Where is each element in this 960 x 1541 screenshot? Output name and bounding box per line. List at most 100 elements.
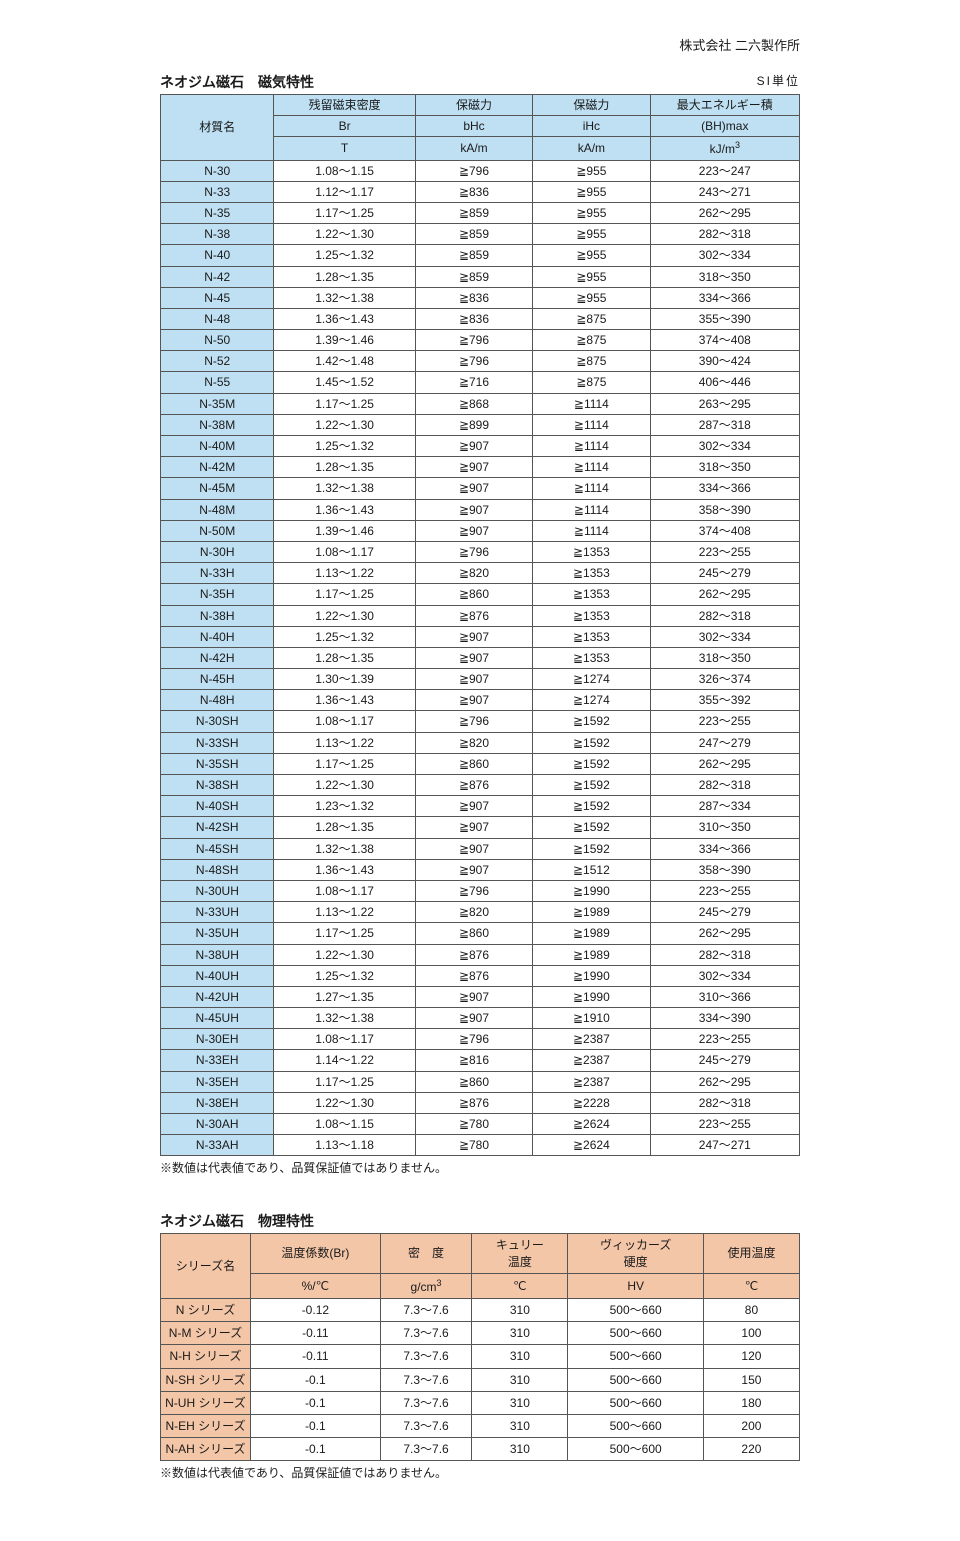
usetemp-cell: 100 [703,1322,799,1345]
bh-cell: 302～334 [650,965,799,986]
table2-title: ネオジム磁石 物理特性 [160,1211,800,1231]
curie-cell: 310 [472,1345,568,1368]
ihc-cell: ≧1910 [533,1008,650,1029]
br-cell: 1.08～1.15 [274,160,415,181]
bhc-cell: ≧820 [415,902,532,923]
table-row: N-33EH1.14～1.22≧816≧2387245～279 [161,1050,800,1071]
ihc-cell: ≧1353 [533,626,650,647]
br-cell: 1.36～1.43 [274,859,415,880]
usetemp-cell: 180 [703,1391,799,1414]
material-cell: N-48SH [161,859,274,880]
bhc-cell: ≧796 [415,351,532,372]
bh-cell: 245～279 [650,902,799,923]
density-cell: 7.3～7.6 [380,1368,472,1391]
curie-cell: 310 [472,1414,568,1437]
bh-cell: 287～334 [650,796,799,817]
bh-cell: 302～334 [650,436,799,457]
table-row: N-42H1.28～1.35≧907≧1353318～350 [161,647,800,668]
br-cell: 1.32～1.38 [274,838,415,859]
ihc-cell: ≧955 [533,266,650,287]
ihc-cell: ≧2387 [533,1050,650,1071]
material-cell: N-38H [161,605,274,626]
br-cell: 1.22～1.30 [274,224,415,245]
bhc-cell: ≧860 [415,1071,532,1092]
bh-cell: 374～408 [650,330,799,351]
t1-h-material: 材質名 [161,95,274,161]
bhc-cell: ≧860 [415,584,532,605]
usetemp-cell: 200 [703,1414,799,1437]
ihc-cell: ≧1990 [533,880,650,901]
material-cell: N-38M [161,414,274,435]
bhc-cell: ≧907 [415,626,532,647]
ihc-cell: ≧1114 [533,436,650,457]
bh-cell: 263～295 [650,393,799,414]
bh-cell: 355～390 [650,308,799,329]
t1-h-bhmax1: 最大エネルギー積 [650,95,799,116]
bh-cell: 245～279 [650,563,799,584]
material-cell: N-40 [161,245,274,266]
material-cell: N-40UH [161,965,274,986]
br-cell: 1.17～1.25 [274,1071,415,1092]
series-cell: N-EH シリーズ [161,1414,251,1437]
usetemp-cell: 150 [703,1368,799,1391]
material-cell: N-48 [161,308,274,329]
br-cell: 1.28～1.35 [274,266,415,287]
material-cell: N-35SH [161,753,274,774]
bhc-cell: ≧907 [415,796,532,817]
material-cell: N-48H [161,690,274,711]
table-row: N-33AH1.13～1.18≧780≧2624247～271 [161,1135,800,1156]
ihc-cell: ≧955 [533,245,650,266]
ihc-cell: ≧955 [533,202,650,223]
table-row: N-421.28～1.35≧859≧955318～350 [161,266,800,287]
t1-h-ihc1: 保磁力 [533,95,650,116]
usetemp-cell: 120 [703,1345,799,1368]
ihc-cell: ≧2228 [533,1092,650,1113]
bh-cell: 358～390 [650,499,799,520]
br-cell: 1.36～1.43 [274,308,415,329]
bh-cell: 223～255 [650,880,799,901]
br-cell: 1.36～1.43 [274,690,415,711]
br-cell: 1.42～1.48 [274,351,415,372]
table-row: N-M シリーズ-0.117.3～7.6310500～660100 [161,1322,800,1345]
ihc-cell: ≧875 [533,372,650,393]
br-cell: 1.13～1.18 [274,1135,415,1156]
bh-cell: 262～295 [650,1071,799,1092]
bh-cell: 318～350 [650,266,799,287]
br-cell: 1.25～1.32 [274,965,415,986]
ihc-cell: ≧1592 [533,775,650,796]
table-row: N-UH シリーズ-0.17.3～7.6310500～660180 [161,1391,800,1414]
bh-cell: 282～318 [650,1092,799,1113]
table-row: N-45H1.30～1.39≧907≧1274326～374 [161,669,800,690]
vickers-cell: 500～660 [568,1298,703,1321]
t1-h-br1: 残留磁束密度 [274,95,415,116]
bhc-cell: ≧780 [415,1114,532,1135]
t1-h-bhmax2: (BH)max [650,116,799,137]
br-cell: 1.32～1.38 [274,478,415,499]
density-cell: 7.3～7.6 [380,1391,472,1414]
series-cell: N シリーズ [161,1298,251,1321]
density-cell: 7.3～7.6 [380,1438,472,1461]
bhc-cell: ≧816 [415,1050,532,1071]
ihc-cell: ≧1114 [533,478,650,499]
bhc-cell: ≧820 [415,563,532,584]
table-row: N-42SH1.28～1.35≧907≧1592310～350 [161,817,800,838]
br-cell: 1.22～1.30 [274,775,415,796]
table-row: N-48SH1.36～1.43≧907≧1512358～390 [161,859,800,880]
material-cell: N-30SH [161,711,274,732]
material-cell: N-35 [161,202,274,223]
curie-cell: 310 [472,1298,568,1321]
ihc-cell: ≧1592 [533,753,650,774]
bhc-cell: ≧859 [415,224,532,245]
bhc-cell: ≧836 [415,308,532,329]
br-cell: 1.25～1.32 [274,626,415,647]
material-cell: N-38SH [161,775,274,796]
material-cell: N-45SH [161,838,274,859]
material-cell: N-35EH [161,1071,274,1092]
t2-h-series: シリーズ名 [161,1234,251,1299]
company-name: 株式会社 二六製作所 [160,35,800,54]
bh-cell: 326～374 [650,669,799,690]
ihc-cell: ≧1512 [533,859,650,880]
table-row: N-42UH1.27～1.35≧907≧1990310～366 [161,986,800,1007]
br-cell: 1.22～1.30 [274,605,415,626]
bhc-cell: ≧868 [415,393,532,414]
